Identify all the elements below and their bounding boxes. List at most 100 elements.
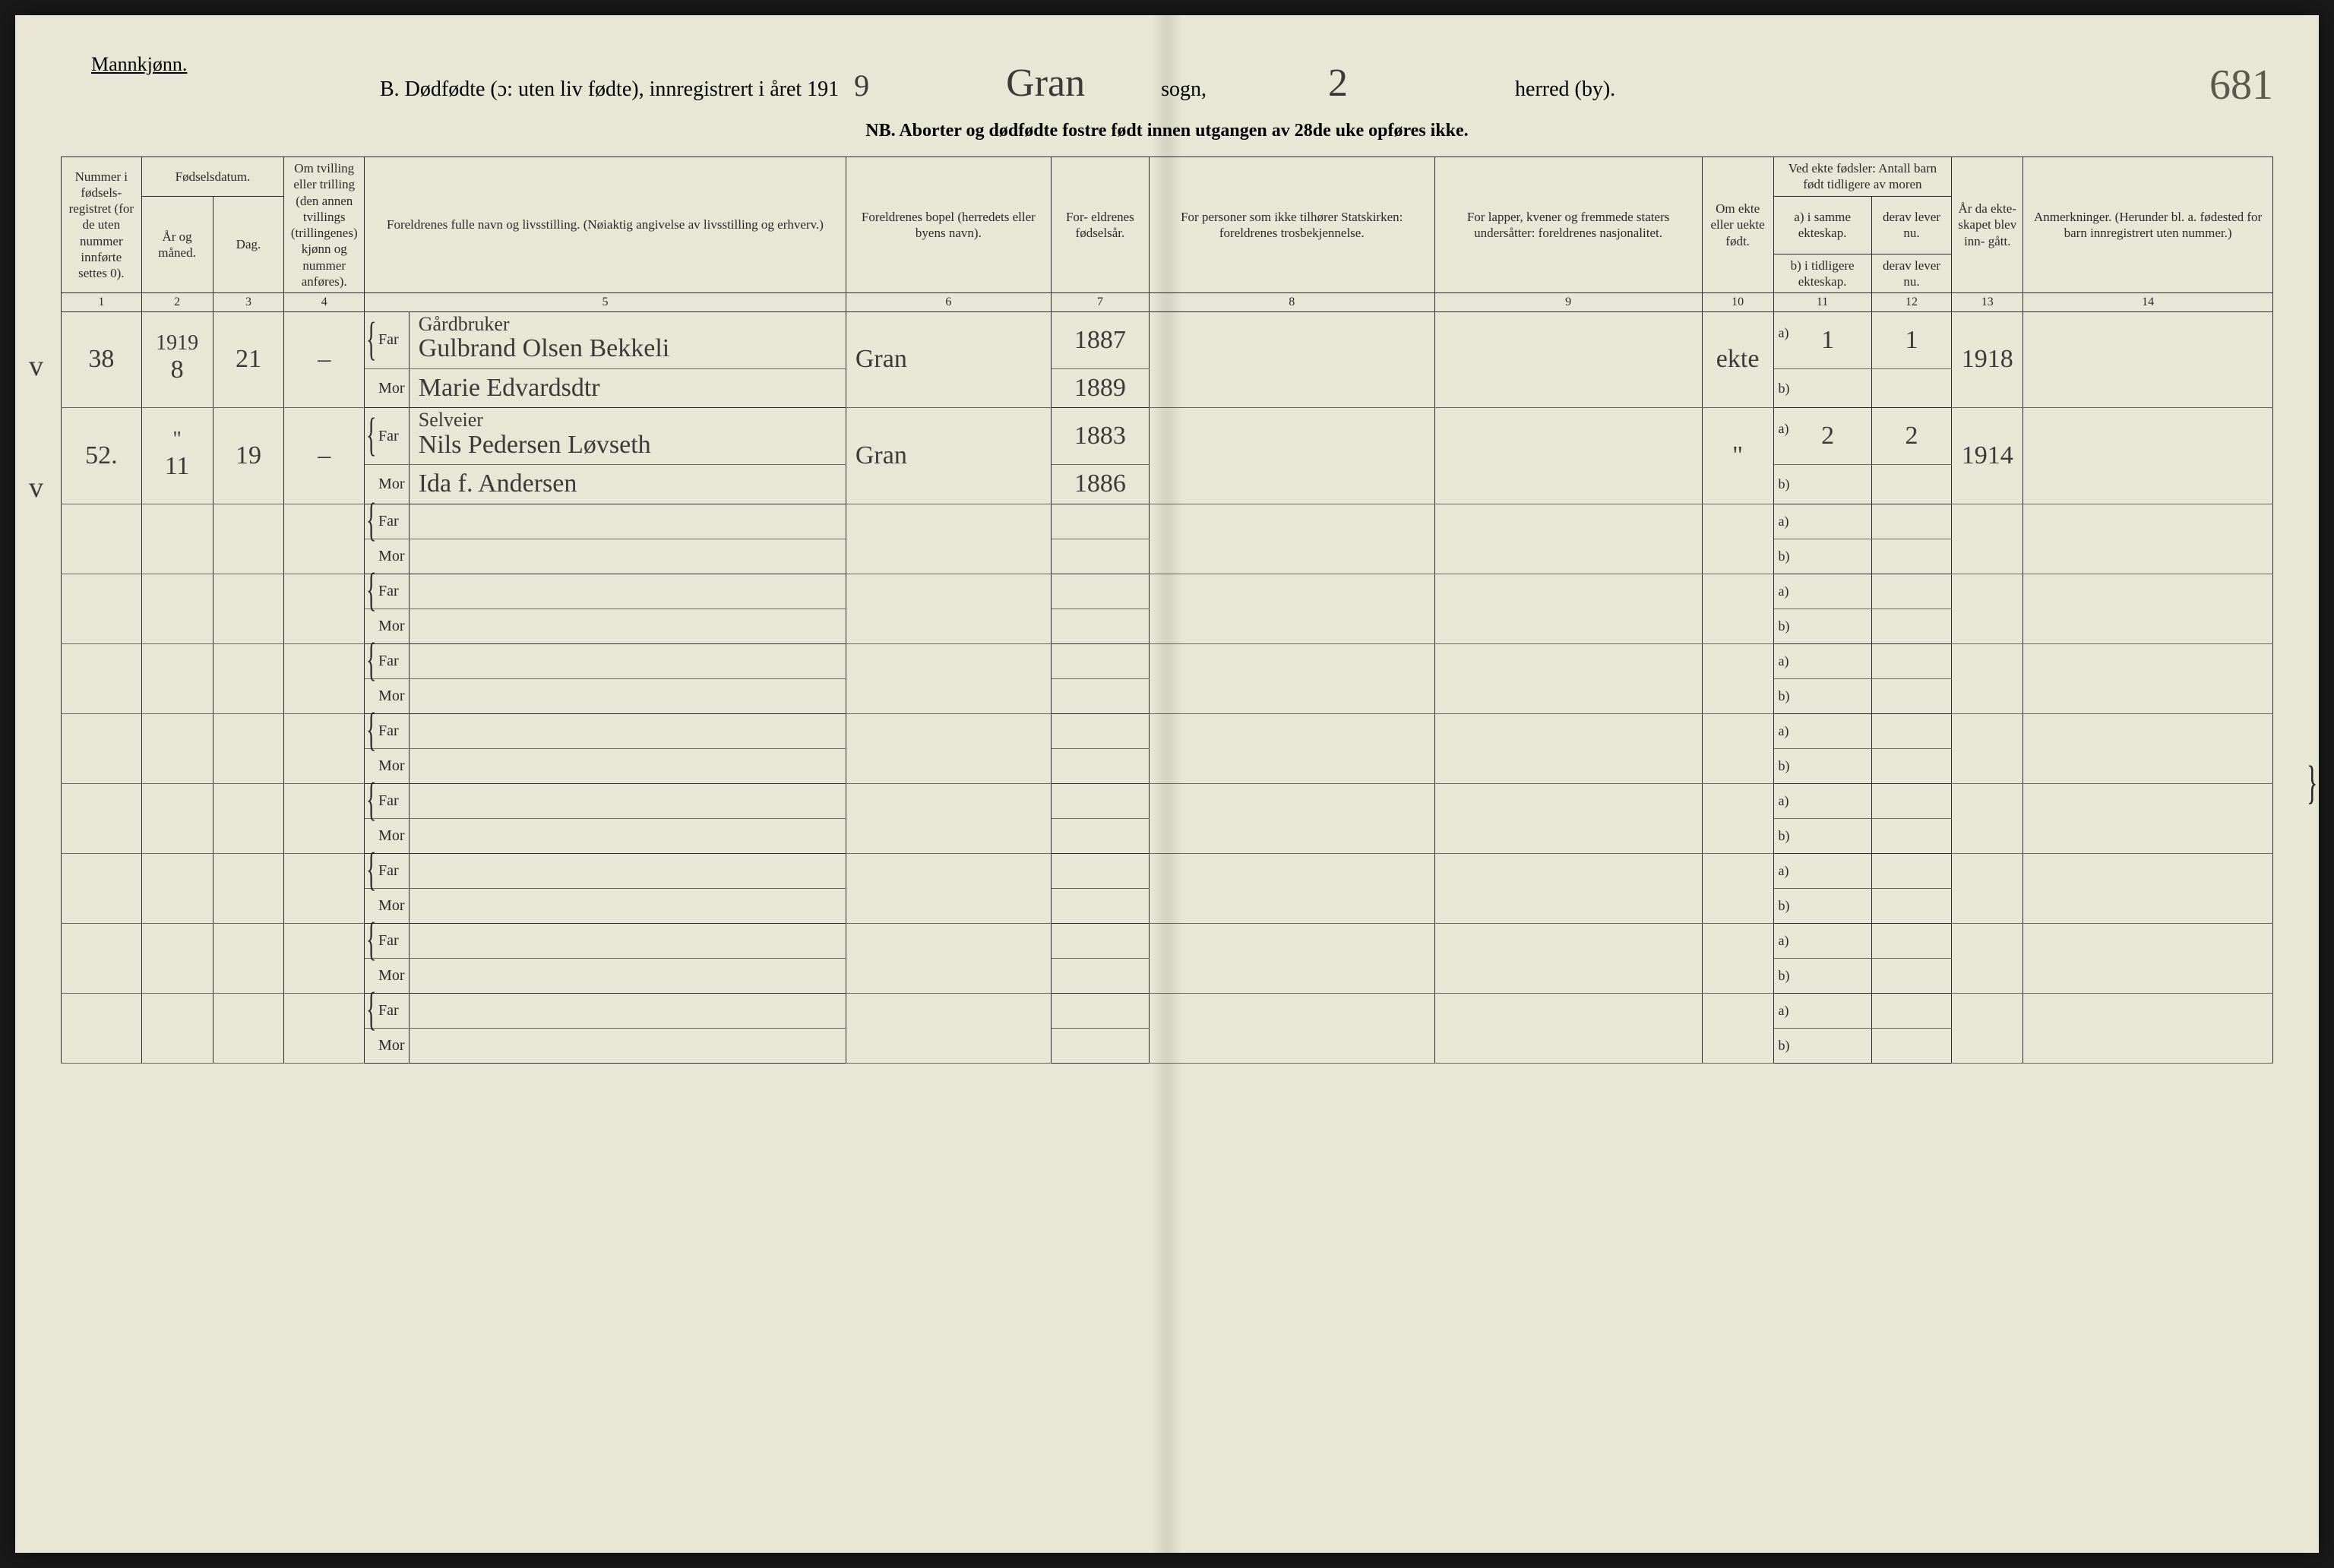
table-row: 52."1119–FarSelveierNils Pedersen Løvset… [62, 408, 2273, 465]
cell-mor-birth: 1889 [1051, 368, 1149, 408]
cell-13: 1918 [1952, 312, 2023, 408]
col-7-header: For- eldrenes fødselsår. [1051, 157, 1149, 293]
cell-num [62, 643, 142, 713]
title-prefix: B. Dødfødte (ɔ: uten liv fødte), innregi… [380, 77, 839, 102]
cell-twin [284, 853, 365, 923]
cell-11b [1773, 678, 1871, 713]
table-row: Far [62, 713, 2273, 748]
cell-mor-birth [1051, 1028, 1149, 1063]
cell-mor-birth [1051, 609, 1149, 643]
far-label: Far [365, 853, 410, 888]
margin-mark: v [29, 349, 43, 383]
far-label: Far [365, 713, 410, 748]
cell-12a: 1 [1871, 312, 1952, 369]
year-suffix: 9 [854, 68, 869, 103]
cell-num: 38 [62, 312, 142, 408]
cell-13 [1952, 853, 2023, 923]
cell-c8 [1149, 993, 1434, 1063]
cell-far-name: GårdbrukerGulbrand Olsen Bekkeli [409, 312, 846, 369]
cell-mor-birth [1051, 678, 1149, 713]
cell-twin [284, 923, 365, 993]
cell-num [62, 923, 142, 993]
cell-day: 21 [213, 312, 284, 408]
cell-twin [284, 504, 365, 574]
far-label: Far [365, 504, 410, 539]
cell-11b [1773, 818, 1871, 853]
cell-c8 [1149, 408, 1434, 504]
cell-far-birth [1051, 923, 1149, 958]
cell-far-name [409, 713, 846, 748]
cell-12a [1871, 923, 1952, 958]
col-1-header: Nummer i fødsels- registret (for de uten… [62, 157, 142, 293]
table-row: Far [62, 574, 2273, 609]
cell-ekte [1702, 504, 1773, 574]
cell-11a [1773, 853, 1871, 888]
cell-12a [1871, 783, 1952, 818]
cell-year-month: 19198 [141, 312, 213, 408]
col-11b-header: b) i tidligere ekteskap. [1773, 254, 1871, 293]
gender-label: Mannkjønn. [91, 53, 187, 76]
cell-mor-birth [1051, 748, 1149, 783]
cell-mor-birth [1051, 539, 1149, 574]
cell-12a [1871, 574, 1952, 609]
cell-far-name [409, 574, 846, 609]
cell-day [213, 783, 284, 853]
cell-c9 [1434, 993, 1702, 1063]
col-11a-header: a) i samme ekteskap. [1773, 196, 1871, 254]
cell-14 [2023, 923, 2273, 993]
cell-c8 [1149, 783, 1434, 853]
margin-mark: v [29, 471, 43, 504]
cell-ekte [1702, 574, 1773, 643]
cell-twin [284, 643, 365, 713]
cell-c9 [1434, 713, 1702, 783]
col-2-3-group: Fødselsdatum. [141, 157, 284, 197]
cell-14 [2023, 643, 2273, 713]
cell-11a: 2 [1773, 408, 1871, 465]
cell-far-birth [1051, 993, 1149, 1028]
cell-twin [284, 993, 365, 1063]
cell-far-birth: 1883 [1051, 408, 1149, 465]
cell-c9 [1434, 408, 1702, 504]
col-2-header: År og måned. [141, 196, 213, 293]
cell-12a [1871, 993, 1952, 1028]
table-row: Far [62, 783, 2273, 818]
subtitle: NB. Aborter og dødfødte fostre født inne… [61, 121, 2273, 141]
cell-11a [1773, 574, 1871, 609]
cell-far-name [409, 783, 846, 818]
col-13-header: År da ekte- skapet blev inn- gått. [1952, 157, 2023, 293]
cell-14 [2023, 713, 2273, 783]
cell-bopel [846, 783, 1051, 853]
cell-12b [1871, 465, 1952, 504]
cell-14 [2023, 993, 2273, 1063]
far-label: Far [365, 643, 410, 678]
herred-label: herred (by). [1515, 77, 1615, 102]
far-label: Far [365, 783, 410, 818]
cell-bopel [846, 574, 1051, 643]
col-9-header: For lapper, kvener og fremmede staters u… [1434, 157, 1702, 293]
table-row: 381919821–FarGårdbrukerGulbrand Olsen Be… [62, 312, 2273, 369]
table-row: Far [62, 643, 2273, 678]
cell-c8 [1149, 853, 1434, 923]
cell-13: 1914 [1952, 408, 2023, 504]
col-4-header: Om tvilling eller trilling (den annen tv… [284, 157, 365, 293]
cell-12b [1871, 1028, 1952, 1063]
table-row: Far [62, 993, 2273, 1028]
cell-year-month [141, 643, 213, 713]
cell-12b [1871, 748, 1952, 783]
title-line: B. Dødfødte (ɔ: uten liv fødte), innregi… [380, 61, 1615, 106]
cell-11b [1773, 888, 1871, 923]
mor-label: Mor [365, 368, 410, 408]
cell-11b [1773, 1028, 1871, 1063]
far-label: Far [365, 993, 410, 1028]
register-page: 681 Mannkjønn. B. Dødfødte (ɔ: uten liv … [15, 15, 2319, 1553]
cell-12a [1871, 713, 1952, 748]
cell-12b [1871, 368, 1952, 408]
cell-14 [2023, 504, 2273, 574]
cell-11b [1773, 609, 1871, 643]
cell-mor-birth [1051, 888, 1149, 923]
table-row: Far [62, 923, 2273, 958]
cell-far-birth [1051, 783, 1149, 818]
cell-11a [1773, 643, 1871, 678]
cell-11a [1773, 713, 1871, 748]
cell-num: 52. [62, 408, 142, 504]
